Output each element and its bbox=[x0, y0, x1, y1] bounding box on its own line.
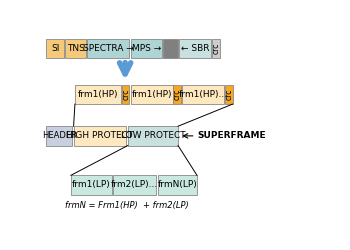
Text: frmN(LP): frmN(LP) bbox=[158, 180, 197, 190]
FancyBboxPatch shape bbox=[122, 85, 130, 104]
FancyBboxPatch shape bbox=[163, 39, 178, 58]
Text: TNS: TNS bbox=[67, 44, 85, 53]
FancyBboxPatch shape bbox=[128, 126, 178, 146]
Text: LOW PROTECT: LOW PROTECT bbox=[121, 132, 185, 140]
FancyBboxPatch shape bbox=[65, 39, 86, 58]
Text: frm1(HP): frm1(HP) bbox=[131, 90, 172, 99]
Text: frm1(HP): frm1(HP) bbox=[78, 90, 118, 99]
FancyBboxPatch shape bbox=[212, 39, 219, 58]
FancyBboxPatch shape bbox=[75, 85, 121, 104]
Text: frm2(LP)...: frm2(LP)... bbox=[111, 180, 158, 190]
FancyBboxPatch shape bbox=[131, 39, 162, 58]
Text: HEADER: HEADER bbox=[42, 132, 77, 140]
Text: SPECTRA →: SPECTRA → bbox=[83, 44, 134, 53]
FancyBboxPatch shape bbox=[47, 39, 64, 58]
Text: SI: SI bbox=[51, 44, 60, 53]
FancyBboxPatch shape bbox=[225, 85, 232, 104]
Text: crc: crc bbox=[173, 89, 182, 100]
FancyBboxPatch shape bbox=[71, 175, 112, 195]
Text: crc: crc bbox=[224, 89, 233, 100]
FancyBboxPatch shape bbox=[74, 126, 126, 146]
Text: crc: crc bbox=[211, 42, 220, 54]
Text: HIGH PROTECT: HIGH PROTECT bbox=[66, 132, 134, 140]
Text: SUPERFRAME: SUPERFRAME bbox=[197, 132, 266, 140]
FancyBboxPatch shape bbox=[173, 85, 181, 104]
FancyBboxPatch shape bbox=[182, 85, 224, 104]
Text: ← SBR: ← SBR bbox=[181, 44, 209, 53]
FancyBboxPatch shape bbox=[131, 85, 173, 104]
Text: frmN = Frm1(HP)  + frm2(LP): frmN = Frm1(HP) + frm2(LP) bbox=[65, 201, 189, 210]
FancyBboxPatch shape bbox=[87, 39, 129, 58]
Text: crc: crc bbox=[121, 89, 130, 100]
Text: MPS →: MPS → bbox=[132, 44, 161, 53]
FancyBboxPatch shape bbox=[47, 126, 72, 146]
Text: frm1(HP)...: frm1(HP)... bbox=[178, 90, 228, 99]
FancyBboxPatch shape bbox=[113, 175, 156, 195]
FancyBboxPatch shape bbox=[158, 175, 197, 195]
FancyBboxPatch shape bbox=[179, 39, 211, 58]
Text: frm1(LP): frm1(LP) bbox=[72, 180, 111, 190]
